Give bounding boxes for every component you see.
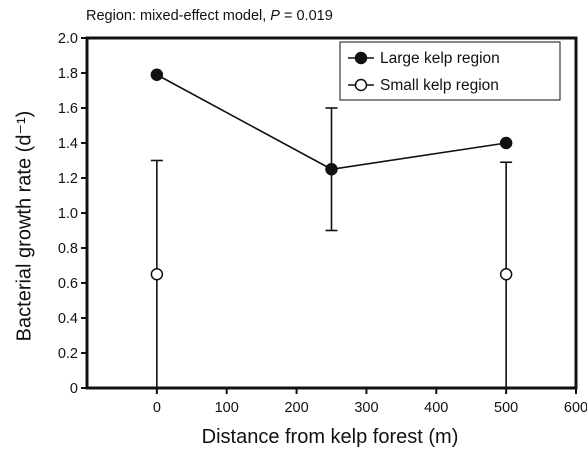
legend-marker	[354, 51, 368, 65]
data-point	[325, 163, 338, 176]
y-tick-label: 1.6	[58, 101, 78, 117]
data-point	[150, 68, 164, 81]
x-tick-label: 400	[424, 400, 448, 416]
y-tick-label: 0.4	[58, 311, 78, 327]
x-axis-label: Distance from kelp forest (m)	[201, 426, 459, 448]
y-tick-label: 2.0	[58, 31, 78, 47]
x-tick-label: 300	[354, 400, 378, 416]
x-tick-label: 200	[284, 400, 308, 416]
y-tick-label: 0.6	[58, 276, 78, 292]
chart-title: Region: mixed-effect model, P = 0.019	[86, 8, 333, 24]
y-tick-label: 0.2	[58, 346, 78, 362]
legend-label: Large kelp region	[380, 50, 500, 67]
y-tick-label: 1.0	[58, 206, 78, 222]
x-tick-label: 600	[564, 400, 587, 416]
y-tick-label: 0	[70, 381, 78, 397]
legend-marker	[354, 78, 368, 92]
legend-box	[339, 41, 561, 101]
x-tick-label: 500	[494, 400, 518, 416]
y-tick-label: 1.8	[58, 66, 78, 82]
data-point	[499, 136, 513, 150]
data-point	[499, 268, 513, 281]
y-tick-label: 1.2	[58, 171, 78, 187]
legend-label: Small kelp region	[380, 77, 499, 94]
x-tick-label: 0	[153, 400, 161, 416]
y-tick-label: 1.4	[58, 136, 78, 152]
data-point	[150, 268, 164, 281]
y-tick-label: 0.8	[58, 241, 78, 257]
x-tick-label: 100	[215, 400, 239, 416]
